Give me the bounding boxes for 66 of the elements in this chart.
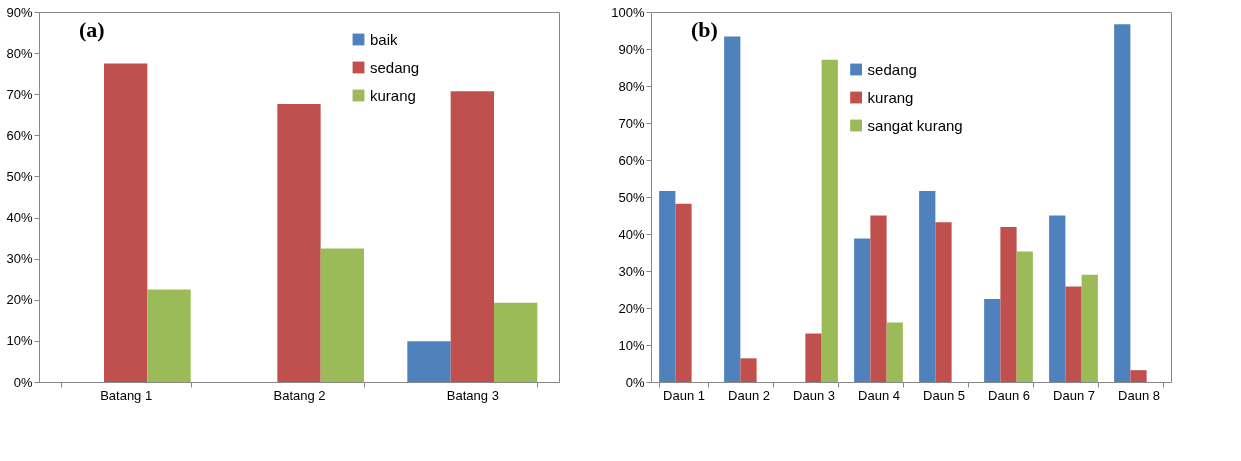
bar bbox=[104, 63, 148, 382]
y-tick-label: 40% bbox=[618, 226, 645, 242]
x-tick-label: Daun 7 bbox=[1053, 387, 1095, 403]
y-tick-label: 20% bbox=[618, 300, 645, 316]
x-tick-label: Daun 2 bbox=[728, 387, 770, 403]
x-tick-label: Daun 4 bbox=[858, 387, 900, 403]
bar bbox=[854, 238, 871, 382]
bar bbox=[1081, 274, 1098, 382]
x-tick-label: Daun 3 bbox=[793, 387, 835, 403]
bar bbox=[1130, 370, 1147, 382]
annotation: (b) bbox=[691, 17, 718, 42]
x-tick-label: Batang 3 bbox=[446, 387, 499, 403]
bar bbox=[886, 322, 903, 382]
bar bbox=[935, 222, 952, 382]
bar bbox=[320, 248, 364, 382]
y-tick-label: 60% bbox=[6, 127, 33, 143]
x-tick-label: Batang 1 bbox=[100, 387, 153, 403]
bar bbox=[407, 341, 451, 382]
y-tick-label: 30% bbox=[618, 263, 645, 279]
bar bbox=[805, 333, 822, 382]
y-tick-label: 10% bbox=[618, 337, 645, 353]
bar bbox=[984, 299, 1001, 382]
legend-label: kurang bbox=[370, 86, 416, 104]
y-tick-label: 90% bbox=[618, 41, 645, 57]
bar bbox=[821, 59, 838, 382]
y-tick-label: 0% bbox=[625, 374, 645, 390]
y-tick-label: 60% bbox=[618, 152, 645, 168]
y-tick-label: 100% bbox=[611, 4, 645, 20]
bar bbox=[147, 289, 191, 382]
y-tick-label: 40% bbox=[6, 210, 33, 226]
y-tick-label: 80% bbox=[618, 78, 645, 94]
bar bbox=[724, 36, 741, 382]
annotation: (a) bbox=[79, 17, 105, 42]
legend-label: sedang bbox=[867, 60, 917, 78]
x-tick-label: Daun 6 bbox=[988, 387, 1030, 403]
bar bbox=[919, 191, 936, 382]
bar bbox=[1000, 226, 1017, 382]
bar bbox=[870, 215, 887, 382]
x-tick-label: Daun 1 bbox=[663, 387, 705, 403]
x-tick-label: Daun 8 bbox=[1118, 387, 1160, 403]
y-tick-label: 70% bbox=[618, 115, 645, 131]
bar bbox=[1049, 215, 1066, 382]
bar bbox=[659, 191, 676, 382]
bar bbox=[740, 358, 757, 382]
bar bbox=[1065, 286, 1082, 382]
y-tick-label: 90% bbox=[6, 4, 33, 20]
y-tick-label: 50% bbox=[618, 189, 645, 205]
y-tick-label: 10% bbox=[6, 333, 33, 349]
y-tick-label: 0% bbox=[13, 374, 33, 390]
x-tick-label: Batang 2 bbox=[273, 387, 326, 403]
y-tick-label: 30% bbox=[6, 251, 33, 267]
bar bbox=[1114, 24, 1131, 382]
y-tick-label: 70% bbox=[6, 86, 33, 102]
x-tick-label: Daun 5 bbox=[923, 387, 965, 403]
legend-label: sedang bbox=[370, 58, 420, 76]
bar bbox=[1016, 251, 1033, 382]
bar bbox=[450, 91, 494, 382]
y-tick-label: 50% bbox=[6, 168, 33, 184]
y-tick-label: 80% bbox=[6, 45, 33, 61]
legend-label: sangat kurang bbox=[867, 116, 963, 134]
y-tick-label: 20% bbox=[6, 292, 33, 308]
legend-label: baik bbox=[370, 30, 399, 48]
bar bbox=[494, 302, 538, 382]
bar bbox=[277, 104, 321, 382]
bar bbox=[675, 203, 692, 382]
legend-label: kurang bbox=[867, 88, 914, 106]
